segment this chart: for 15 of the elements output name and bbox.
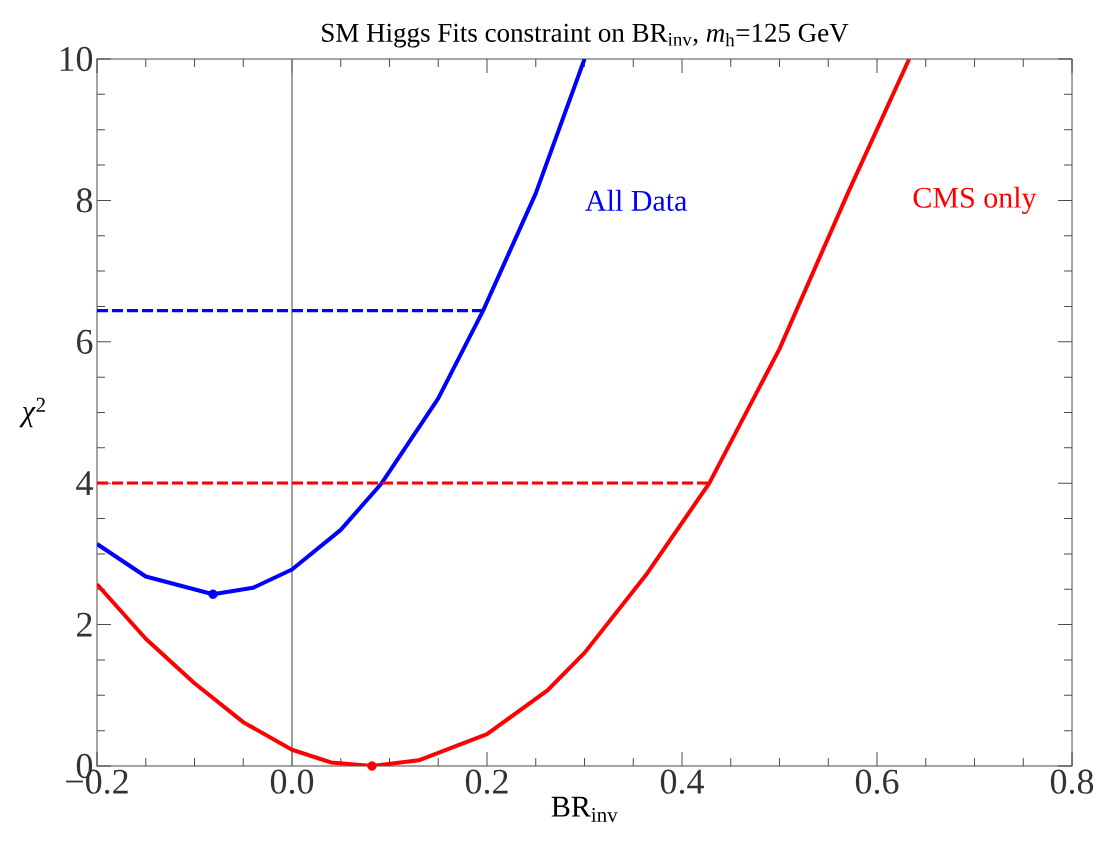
- y-tick-label: 6: [77, 329, 93, 354]
- y-tick-label: 4: [76, 471, 93, 496]
- x-tick-label: 0.4: [660, 769, 704, 794]
- x-tick-label: 0.0: [270, 769, 314, 794]
- series-label: All Data: [585, 189, 687, 211]
- y-axis-title: χ$^{2}$: [19, 397, 45, 428]
- chart-title: SM Higgs Fits constraint on BR$_{inv}$, m$_{h}$=125 GeV: [322, 23, 849, 48]
- series-label: CMS only: [913, 186, 1037, 215]
- y-tick-label: 2: [77, 612, 92, 637]
- x-axis-title: BR$_{inv}$: [551, 796, 618, 823]
- y-tick-label: 10: [60, 46, 93, 72]
- y-tick-label: 8: [76, 188, 93, 213]
- x-tick-label: 0.2: [465, 769, 508, 794]
- x-tick-label: 0.8: [1050, 769, 1094, 794]
- x-tick-label: 0.6: [855, 769, 899, 794]
